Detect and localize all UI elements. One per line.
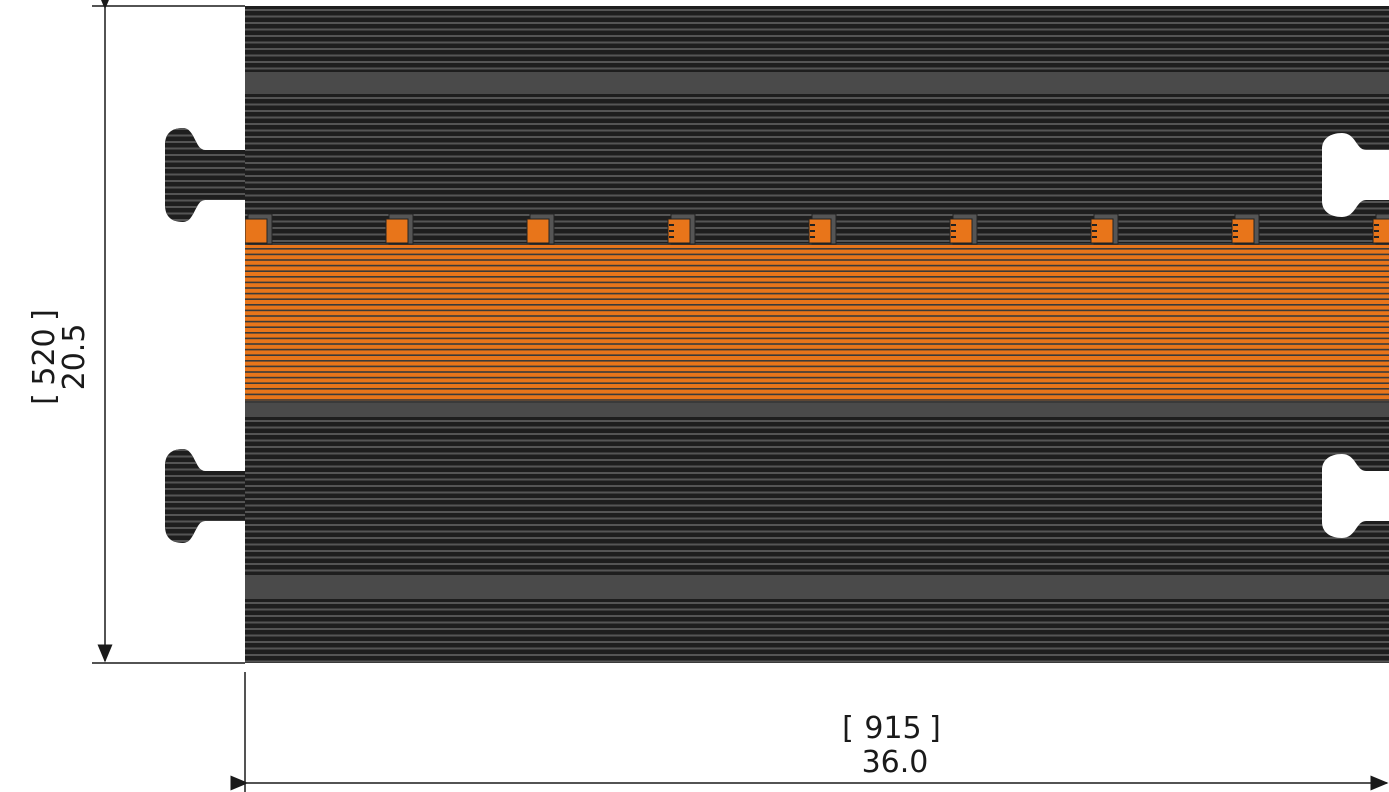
connector-sockets-right — [1322, 133, 1389, 538]
height-metric-value: 520 — [27, 328, 62, 385]
hinge-knuckle — [1231, 213, 1260, 245]
width-imperial-value: 36.0 — [862, 745, 929, 780]
hinge-knuckle — [1090, 213, 1119, 245]
hinge-knuckles — [245, 213, 1389, 245]
height-dimension-label: [ 520 ] 20.5 — [27, 309, 92, 405]
top-ramp-ribs — [245, 9, 1389, 70]
connector-socket — [1322, 454, 1389, 538]
hinge-knuckle — [526, 213, 555, 245]
lower-ramp-ribs — [245, 420, 1389, 572]
height-imperial-value: 20.5 — [57, 324, 92, 391]
width-metric-value: 915 — [864, 711, 921, 746]
hinge-knuckle — [1372, 213, 1389, 245]
hinge-knuckle — [808, 213, 837, 245]
bottom-ramp-ribs — [245, 602, 1389, 663]
hinge-knuckle — [667, 213, 696, 245]
lower-lid-band — [245, 403, 1389, 417]
height-metric-bracket-close: ] — [27, 309, 62, 321]
width-metric-bracket-close: ] — [929, 711, 941, 746]
top-ramp-band — [245, 72, 1389, 94]
connector-socket — [1322, 133, 1389, 217]
connector-tabs-left — [165, 128, 245, 543]
hinge-knuckle — [245, 213, 273, 245]
connector-tab — [165, 449, 245, 543]
connector-tab — [165, 128, 245, 222]
cable-protector-ramp — [245, 6, 1389, 663]
height-metric-bracket-open: [ — [27, 393, 62, 405]
hinge-knuckle — [949, 213, 978, 245]
channel-lid — [245, 243, 1389, 403]
width-metric-bracket-open: [ — [842, 711, 854, 746]
hinge-knuckle — [385, 213, 414, 245]
width-dimension-label: [ 915 ] 36.0 — [842, 711, 941, 780]
bottom-ramp-band — [245, 575, 1389, 599]
